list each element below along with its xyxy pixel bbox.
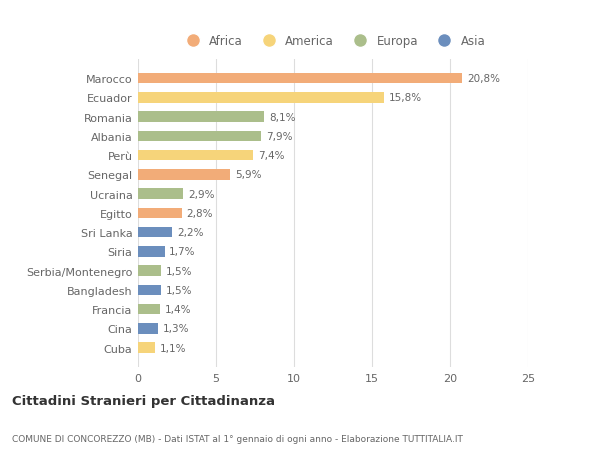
Bar (138, 343, 155, 353)
Text: 8,1%: 8,1% (269, 112, 296, 123)
Text: 7,4%: 7,4% (258, 151, 284, 161)
Bar (138, 151, 253, 161)
Text: 5,9%: 5,9% (235, 170, 261, 180)
Text: 15,8%: 15,8% (389, 93, 422, 103)
Text: 1,5%: 1,5% (166, 266, 193, 276)
Text: 7,9%: 7,9% (266, 132, 292, 141)
Text: 2,2%: 2,2% (177, 228, 203, 238)
Bar (138, 285, 161, 296)
Text: COMUNE DI CONCOREZZO (MB) - Dati ISTAT al 1° gennaio di ogni anno - Elaborazione: COMUNE DI CONCOREZZO (MB) - Dati ISTAT a… (12, 434, 463, 442)
Text: 2,9%: 2,9% (188, 189, 214, 199)
Text: 1,7%: 1,7% (169, 247, 196, 257)
Text: 2,8%: 2,8% (187, 208, 213, 218)
Bar (138, 170, 230, 180)
Bar (138, 93, 385, 103)
Bar (138, 324, 158, 334)
Legend: Africa, America, Europa, Asia: Africa, America, Europa, Asia (181, 35, 485, 48)
Bar (138, 73, 463, 84)
Text: 20,8%: 20,8% (467, 74, 500, 84)
Bar (138, 304, 160, 315)
Bar (138, 112, 265, 123)
Bar (138, 227, 172, 238)
Bar (138, 189, 183, 200)
Text: 1,1%: 1,1% (160, 343, 187, 353)
Text: 1,5%: 1,5% (166, 285, 193, 295)
Text: 1,4%: 1,4% (164, 304, 191, 314)
Bar (138, 246, 164, 257)
Bar (138, 131, 261, 142)
Text: 1,3%: 1,3% (163, 324, 190, 334)
Text: Cittadini Stranieri per Cittadinanza: Cittadini Stranieri per Cittadinanza (12, 394, 275, 407)
Bar (138, 208, 182, 219)
Bar (138, 266, 161, 276)
